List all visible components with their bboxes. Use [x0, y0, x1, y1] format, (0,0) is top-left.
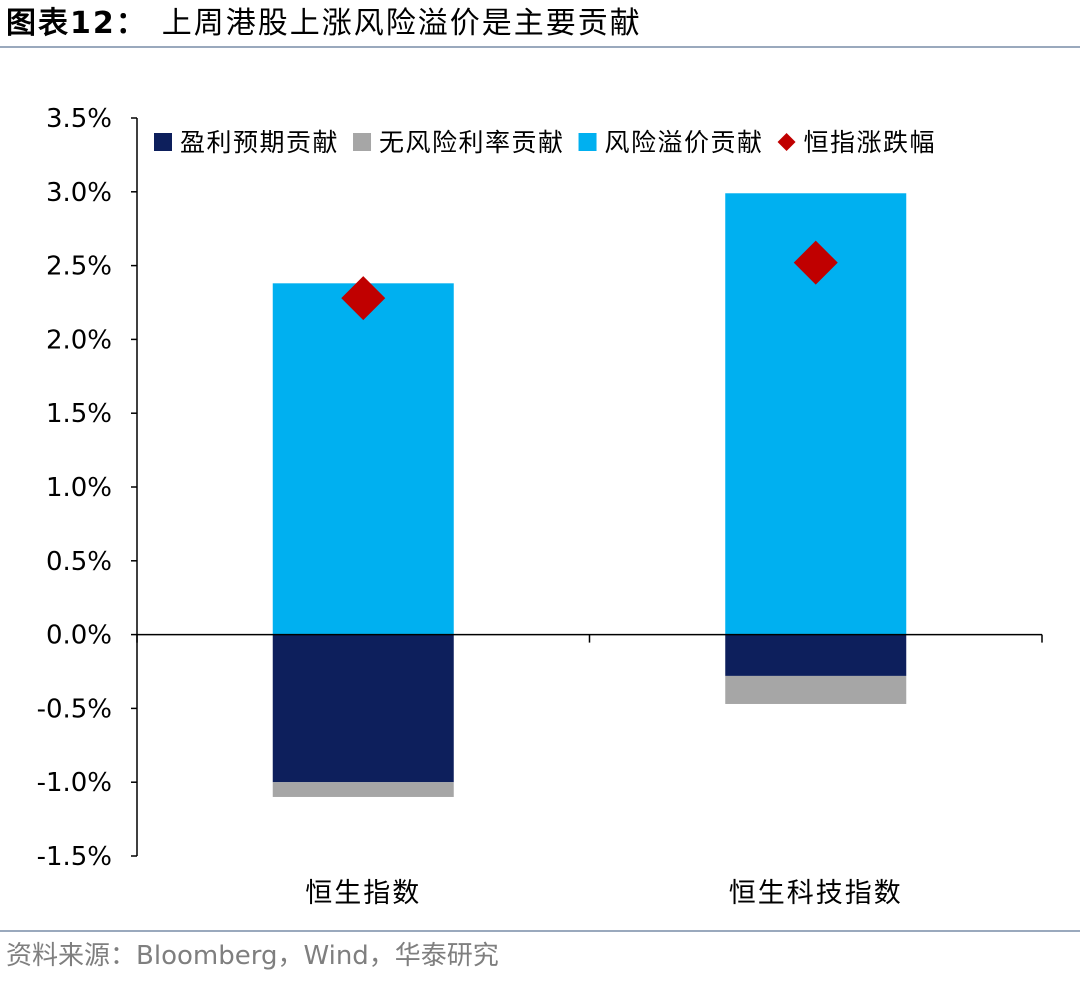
- figure-label: 图表12：: [6, 6, 148, 41]
- figure-header: 图表12： 上周港股上涨风险溢价是主要贡献: [0, 0, 1080, 46]
- y-tick-label: 1.5%: [46, 399, 112, 429]
- x-category-label: 恒生科技指数: [729, 878, 903, 909]
- diamond-marker: [793, 240, 838, 285]
- legend-swatch: [154, 133, 172, 151]
- bar-segment: [272, 782, 454, 797]
- x-category-label: 恒生指数: [305, 878, 421, 909]
- figure-title-line: 图表12： 上周港股上涨风险溢价是主要贡献: [6, 4, 642, 44]
- y-tick-label: 3.5%: [46, 104, 112, 134]
- y-tick-label: 0.0%: [46, 621, 112, 651]
- source-text: Bloomberg，Wind，华泰研究: [136, 941, 499, 971]
- bar-segment: [272, 634, 454, 783]
- footer-divider: [0, 930, 1080, 932]
- legend-swatch: [578, 133, 597, 151]
- legend-swatch: [353, 133, 372, 151]
- bar-segment: [272, 283, 454, 635]
- bar-segment: [725, 675, 907, 704]
- y-tick-label: 2.5%: [46, 252, 112, 282]
- source-label: 资料来源：: [6, 941, 137, 971]
- y-tick-label: -1.0%: [37, 768, 112, 798]
- y-tick-label: 2.0%: [46, 325, 112, 355]
- y-tick-label: -1.5%: [37, 842, 112, 872]
- figure-title: 上周港股上涨风险溢价是主要贡献: [161, 6, 642, 41]
- bar-segment: [725, 634, 907, 676]
- source-note: 资料来源：Bloomberg，Wind，华泰研究: [6, 938, 499, 974]
- y-tick-label: -0.5%: [37, 694, 112, 724]
- stacked-bar-chart: 3.5% 3.0% 2.5% 2.0% 1.5% 1.0% 0.5% 0.0% -0.5% -1.…: [37, 104, 1043, 909]
- legend-marker-diamond: [777, 133, 796, 151]
- y-tick-label: 1.0%: [46, 473, 112, 503]
- y-tick-label: 0.5%: [46, 547, 112, 577]
- legend-label: 无风险利率贡献: [379, 128, 565, 157]
- y-tick-label: 3.0%: [46, 178, 112, 208]
- legend-label: 风险溢价贡献: [605, 128, 764, 157]
- legend-label: 盈利预期贡献: [180, 128, 339, 157]
- header-divider: [0, 46, 1080, 48]
- legend-label: 恒指涨跌幅: [804, 128, 937, 157]
- diamond-marker: [341, 276, 386, 321]
